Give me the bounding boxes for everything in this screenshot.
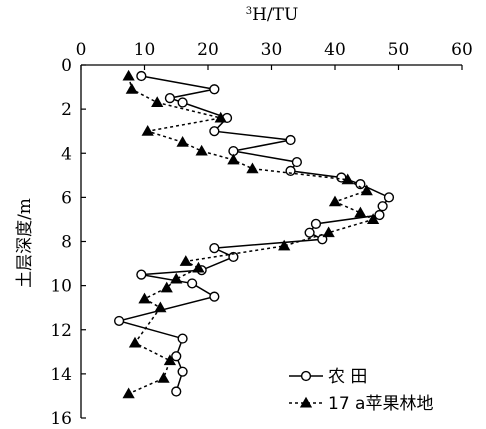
legend-item-1: 农 田 (289, 367, 367, 387)
series-1-point (291, 156, 303, 168)
series-2-point (122, 69, 135, 81)
y-tick-label: 6 (61, 188, 72, 208)
y-tick-label: 4 (61, 144, 72, 164)
series-2-point (122, 387, 135, 399)
series-2-point (214, 111, 227, 123)
series-2-point (160, 281, 173, 293)
series-2-point (278, 239, 291, 251)
series-1-point (209, 243, 220, 254)
y-tick-label: 10 (50, 277, 72, 297)
legend-marker-2 (299, 396, 313, 408)
series-2-point (227, 153, 240, 165)
series-2-point (341, 173, 354, 185)
series-2-point (328, 195, 342, 207)
series-1-point (177, 366, 188, 377)
y-tick-label: 8 (61, 233, 72, 253)
x-axis-title-main: H/TU (252, 5, 298, 25)
y-tick-label: 12 (50, 321, 72, 341)
legend-label-1: 农 田 (328, 367, 367, 387)
series-2-point (163, 354, 177, 366)
x-tick-label: 20 (197, 40, 219, 60)
series-1-point (171, 386, 182, 397)
series-2-point (360, 184, 373, 196)
series-1-line (116, 75, 391, 392)
series-1-point (136, 269, 147, 280)
series-1-point (209, 84, 220, 95)
series-2-point (141, 124, 154, 136)
series-1-point (285, 134, 296, 146)
series-1-point (171, 351, 182, 362)
x-tick-label: 30 (261, 40, 283, 60)
series-1-point (285, 165, 296, 177)
series-1-point (177, 333, 188, 344)
series-2-line (127, 75, 376, 395)
series-2-point (322, 226, 335, 238)
legend: 农 田 17 a苹果林地 (289, 367, 433, 414)
x-tick-label: 10 (134, 40, 156, 60)
series-1-point (164, 92, 176, 104)
series-2-point (170, 272, 183, 284)
series-1-point (187, 278, 198, 289)
legend-item-2: 17 a苹果林地 (289, 394, 433, 414)
x-axis-ticks: 0 10 20 30 40 50 60 (76, 40, 473, 70)
legend-label-2: 17 a苹果林地 (328, 394, 433, 414)
series-2 (122, 69, 380, 399)
x-tick-label: 40 (324, 40, 346, 60)
series-1-point (209, 291, 220, 302)
y-tick-label: 2 (61, 100, 72, 120)
legend-marker-1 (300, 370, 312, 382)
series-2-point (366, 213, 380, 224)
series-layer (113, 69, 395, 399)
series-2-point (128, 336, 142, 348)
series-1-point (177, 97, 188, 108)
series-1-point (113, 315, 125, 327)
series-2-point (195, 144, 208, 156)
series-1-point (374, 209, 385, 221)
series-2-point (246, 162, 259, 174)
x-tick-label: 50 (388, 40, 410, 60)
series-2-point (176, 136, 189, 147)
y-axis-title: 土层深度/m (15, 198, 35, 288)
series-1-point (310, 218, 322, 229)
x-tick-label: 0 (76, 40, 87, 60)
series-2-point (125, 83, 138, 94)
series-1-point (377, 201, 388, 212)
series-1-point (383, 192, 395, 203)
x-axis-title: 3H/TU (246, 5, 299, 25)
series-2-point (192, 261, 205, 273)
series-2-point (154, 301, 167, 313)
series-2-point (157, 372, 170, 383)
series-2-point (151, 96, 164, 108)
y-tick-label: 14 (50, 365, 72, 385)
x-axis-title-superscript: 3 (246, 6, 252, 17)
series-1-point (304, 227, 315, 238)
series-2-point (354, 206, 367, 218)
x-tick-label: 60 (451, 40, 473, 60)
svg-text:3H/TU: 3H/TU (246, 5, 299, 25)
y-axis-ticks: 0 2 4 6 8 10 12 14 16 (50, 56, 86, 429)
series-1-point (209, 126, 220, 137)
series-1-point (136, 70, 147, 82)
series-1-point (228, 251, 239, 263)
series-2-point (179, 255, 192, 266)
y-tick-label: 16 (50, 409, 72, 429)
series-1 (113, 70, 395, 397)
y-tick-label: 0 (61, 56, 72, 76)
series-2-point (138, 292, 151, 304)
